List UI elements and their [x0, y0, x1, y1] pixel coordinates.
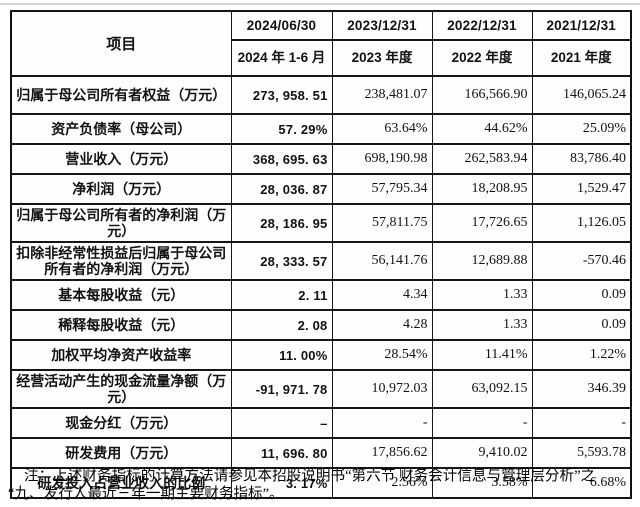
row-label: 研发费用（万元）: [10, 437, 232, 469]
value-cell: 3.58%: [431, 467, 533, 499]
table-row: 研发费用（万元） 11, 696. 80 17,856.62 9,410.02 …: [10, 437, 632, 469]
value-cell: 1,126.05: [531, 203, 632, 243]
header-period-2023: 2023 年度: [331, 39, 433, 77]
value-cell: 238,481.07: [331, 75, 433, 115]
value-cell: 9,410.02: [431, 437, 533, 469]
footnote-line-2: “九、发行人最近三年一期主要财务指标”。: [8, 485, 284, 502]
table-row: 营业收入（万元） 368, 695. 63 698,190.98 262,583…: [10, 143, 632, 175]
header-date-2023: 2023/12/31: [331, 10, 433, 41]
value-cell: 57,795.34: [331, 173, 433, 205]
row-label: 净利润（万元）: [10, 173, 232, 205]
table-row: 研发投入占营业收入的比例 3. 17% 2.56% 3.58% 6.68%: [10, 467, 632, 499]
value-cell: 17,726.65: [431, 203, 533, 243]
header-date-2022: 2022/12/31: [431, 10, 533, 41]
row-label: 营业收入（万元）: [10, 143, 232, 175]
header-item-label: 项目: [10, 10, 232, 77]
value-cell: 17,856.62: [331, 437, 433, 469]
header-date-2021: 2021/12/31: [531, 10, 632, 41]
row-label: 基本每股收益（元）: [10, 279, 232, 311]
value-cell: 0.09: [531, 309, 632, 341]
value-cell: 273, 958. 51: [230, 75, 333, 115]
row-label: 归属于母公司所有者的净利润（万元）: [10, 203, 232, 243]
value-cell: 2. 08: [230, 309, 333, 341]
table-row: 归属于母公司所有者权益（万元） 273, 958. 51 238,481.07 …: [10, 75, 632, 115]
value-cell: 368, 695. 63: [230, 143, 333, 175]
table-row: 净利润（万元） 28, 036. 87 57,795.34 18,208.95 …: [10, 173, 632, 205]
row-label: 现金分红（万元）: [10, 407, 232, 439]
table-row: 加权平均净资产收益率 11. 00% 28.54% 11.41% 1.22%: [10, 339, 632, 371]
value-cell: 4.34: [331, 279, 433, 311]
value-cell: 28, 036. 87: [230, 173, 333, 205]
header-period-2022: 2022 年度: [431, 39, 533, 77]
row-label: 资产负债率（母公司）: [10, 113, 232, 145]
value-cell: 11.41%: [431, 339, 533, 371]
value-cell: –: [230, 407, 333, 439]
value-cell: 12,689.88: [431, 241, 533, 281]
value-cell: 2. 11: [230, 279, 333, 311]
value-cell: 63.64%: [331, 113, 433, 145]
header-period-2021: 2021 年度: [531, 39, 632, 77]
table-row: 基本每股收益（元） 2. 11 4.34 1.33 0.09: [10, 279, 632, 311]
value-cell: -: [331, 407, 433, 439]
row-label: 归属于母公司所有者权益（万元）: [10, 75, 232, 115]
row-label: 研发投入占营业收入的比例: [10, 467, 232, 499]
value-cell: 4.28: [331, 309, 433, 341]
value-cell: 166,566.90: [431, 75, 533, 115]
value-cell: 28.54%: [331, 339, 433, 371]
value-cell: 1,529.47: [531, 173, 632, 205]
value-cell: 28, 186. 95: [230, 203, 333, 243]
value-cell: 28, 333. 57: [230, 241, 333, 281]
value-cell: 3. 17%: [230, 467, 333, 499]
value-cell: 57. 29%: [230, 113, 333, 145]
value-cell: -: [531, 407, 632, 439]
value-cell: 44.62%: [431, 113, 533, 145]
value-cell: 5,593.78: [531, 437, 632, 469]
value-cell: -570.46: [531, 241, 632, 281]
page-top-divider: [0, 3, 640, 5]
value-cell: 10,972.03: [331, 369, 433, 409]
value-cell: 56,141.76: [331, 241, 433, 281]
value-cell: 0.09: [531, 279, 632, 311]
header-date-2024: 2024/06/30: [230, 10, 333, 41]
value-cell: -: [431, 407, 533, 439]
value-cell: 83,786.40: [531, 143, 632, 175]
table-row: 资产负债率（母公司） 57. 29% 63.64% 44.62% 25.09%: [10, 113, 632, 145]
row-label: 稀释每股收益（元）: [10, 309, 232, 341]
value-cell: 11. 00%: [230, 339, 333, 371]
footnote-line-1: 注：上述财务指标的计算方法请参见本招股说明书“第六节 财务会计信息与管理层分析”…: [24, 468, 596, 484]
row-label: 扣除非经常性损益后归属于母公司所有者的净利润（万元）: [10, 241, 232, 281]
value-cell: 1.33: [431, 279, 533, 311]
table-row: 稀释每股收益（元） 2. 08 4.28 1.33 0.09: [10, 309, 632, 341]
value-cell: 1.22%: [531, 339, 632, 371]
value-cell: 146,065.24: [531, 75, 632, 115]
value-cell: 346.39: [531, 369, 632, 409]
row-label: 经营活动产生的现金流量净额（万元）: [10, 369, 232, 409]
row-label: 加权平均净资产收益率: [10, 339, 232, 371]
value-cell: 1.33: [431, 309, 533, 341]
value-cell: 262,583.94: [431, 143, 533, 175]
financial-indicators-table: 项目 2024/06/30 2023/12/31 2022/12/31 2021…: [10, 10, 632, 499]
value-cell: 57,811.75: [331, 203, 433, 243]
value-cell: 63,092.15: [431, 369, 533, 409]
value-cell: 18,208.95: [431, 173, 533, 205]
table-row: 扣除非经常性损益后归属于母公司所有者的净利润（万元） 28, 333. 57 5…: [10, 241, 632, 281]
table-row: 归属于母公司所有者的净利润（万元） 28, 186. 95 57,811.75 …: [10, 203, 632, 243]
value-cell: -91, 971. 78: [230, 369, 333, 409]
value-cell: 6.68%: [531, 467, 632, 499]
table-row: 经营活动产生的现金流量净额（万元） -91, 971. 78 10,972.03…: [10, 369, 632, 409]
header-period-2024: 2024 年 1-6 月: [230, 39, 333, 77]
value-cell: 11, 696. 80: [230, 437, 333, 469]
table-row: 现金分红（万元） – - - -: [10, 407, 632, 439]
value-cell: 25.09%: [531, 113, 632, 145]
footnote: 注：上述财务指标的计算方法请参见本招股说明书“第六节 财务会计信息与管理层分析”…: [8, 468, 636, 503]
value-cell: 698,190.98: [331, 143, 433, 175]
